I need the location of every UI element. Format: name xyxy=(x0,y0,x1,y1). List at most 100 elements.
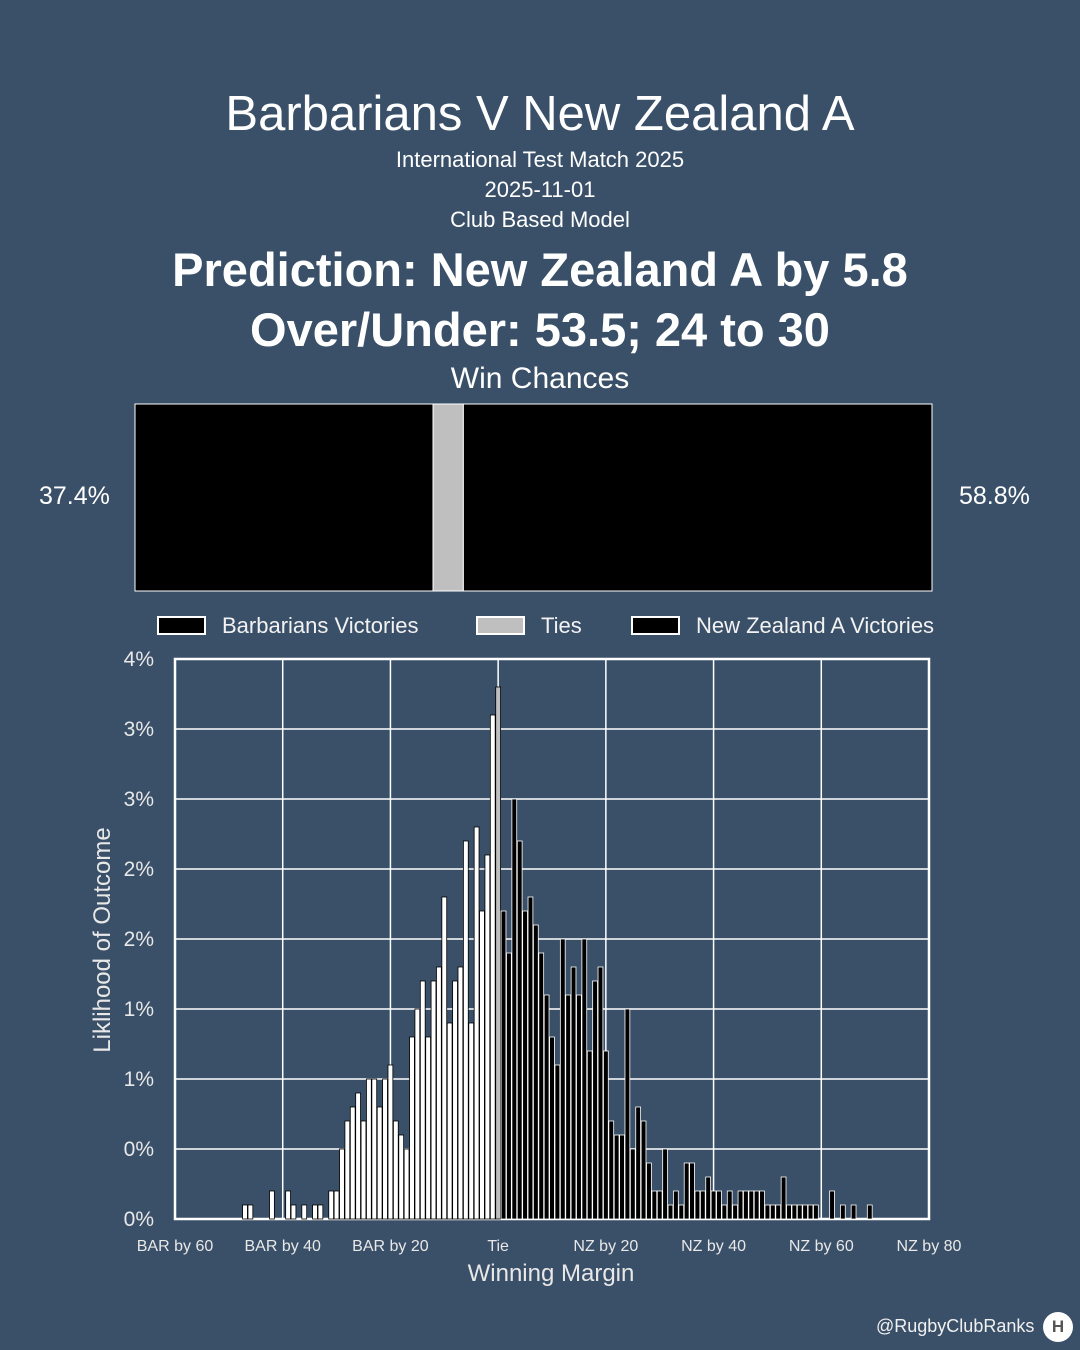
histogram-bar-home xyxy=(366,1078,372,1220)
histogram-bar-away xyxy=(710,1190,717,1220)
y-tick-label: 1% xyxy=(124,998,154,1021)
histogram-bar-away xyxy=(683,1162,690,1220)
histogram-bar-home xyxy=(382,1078,388,1220)
y-tick-label: 2% xyxy=(124,928,154,951)
histogram-bar-away xyxy=(667,1204,674,1220)
histogram-bar-home xyxy=(344,1120,351,1220)
legend-swatch-tie xyxy=(476,616,525,635)
histogram-bar-home xyxy=(355,1092,361,1220)
histogram-bar-away xyxy=(500,910,507,1220)
histogram-bar-away xyxy=(516,840,523,1220)
histogram-bar-away xyxy=(748,1190,755,1220)
histogram-bar-away xyxy=(581,938,588,1220)
histogram-bar-home xyxy=(457,966,464,1220)
histogram-bar-home xyxy=(376,1106,383,1220)
histogram-bar-away xyxy=(603,1050,609,1220)
histogram-bar-home xyxy=(419,980,426,1220)
y-tick-label: 0% xyxy=(124,1208,154,1231)
x-axis-ticks: BAR by 60 BAR by 40 BAR by 20 Tie NZ by 20 NZ… xyxy=(137,1238,962,1255)
histogram-bar-away xyxy=(840,1204,846,1220)
histogram-bar-away xyxy=(646,1162,652,1220)
histogram-bar-away xyxy=(656,1190,663,1220)
histogram-bar-away xyxy=(796,1204,803,1220)
histogram-bar-home xyxy=(425,1036,431,1220)
y-tick-label: 2% xyxy=(124,858,154,881)
chart-title: Barbarians V New Zealand A xyxy=(225,87,855,141)
histogram-bar-away xyxy=(629,1148,636,1220)
x-tick-label: NZ by 60 xyxy=(789,1238,854,1255)
histogram-bar-away xyxy=(813,1204,819,1220)
match-date: 2025-11-01 xyxy=(484,177,596,202)
over-under-headline: Over/Under: 53.5; 24 to 30 xyxy=(250,303,830,356)
histogram-bar-home xyxy=(285,1190,291,1220)
histogram-bar-home xyxy=(242,1204,248,1220)
x-tick-label: Tie xyxy=(487,1238,509,1255)
histogram-bar-away xyxy=(619,1134,625,1220)
histogram-bar-away xyxy=(786,1204,792,1220)
histogram-bar-home xyxy=(414,1008,421,1220)
histogram-bar-away xyxy=(802,1204,808,1220)
histogram-bars xyxy=(242,686,873,1220)
histogram-bar-away xyxy=(549,1036,555,1220)
histogram-bar-away xyxy=(570,966,577,1220)
histogram-bar-away xyxy=(511,798,518,1220)
x-tick-label: NZ by 80 xyxy=(897,1238,962,1255)
histogram-bar-away xyxy=(694,1190,701,1220)
histogram-bar-away xyxy=(699,1190,706,1220)
histogram-bar-away xyxy=(640,1120,647,1220)
histogram-bar-away xyxy=(662,1148,668,1220)
histogram-bar-home xyxy=(484,854,491,1220)
x-tick-label: NZ by 40 xyxy=(681,1238,746,1255)
histogram-bar-away xyxy=(737,1190,744,1220)
histogram-bar-away xyxy=(651,1190,658,1220)
y-axis-label: Liklihood of Outcome xyxy=(89,827,116,1052)
x-tick-label: NZ by 20 xyxy=(573,1238,638,1255)
histogram-bar-away xyxy=(807,1204,814,1220)
legend-label-away: New Zealand A Victories xyxy=(696,613,934,638)
histogram-bar-home xyxy=(339,1148,345,1220)
histogram-bar-away xyxy=(829,1190,835,1220)
legend-swatch-home xyxy=(157,616,206,635)
histogram-bar-away xyxy=(538,952,545,1220)
y-axis-ticks: 0% 0% 1% 1% 2% 2% 3% 3% 4% xyxy=(124,648,154,1231)
histogram-bar-away xyxy=(732,1204,738,1220)
histogram-bar-away xyxy=(576,994,582,1220)
histogram-bar-home xyxy=(247,1204,254,1220)
histogram-bar-away xyxy=(780,1176,787,1220)
histogram-bar-away xyxy=(721,1204,728,1220)
y-tick-label: 0% xyxy=(124,1138,154,1161)
histogram-bar-home xyxy=(317,1204,324,1220)
home-win-percent: 37.4% xyxy=(39,482,110,510)
histogram-plot: 0%0%1%1%2%2%3%3%4% BAR by 60 BAR by 40 BAR… xyxy=(124,648,962,1255)
histogram-bar-away xyxy=(543,994,550,1220)
legend: Barbarians Victories Ties New Zealand A … xyxy=(157,613,934,638)
histogram-bar-away xyxy=(673,1190,679,1220)
histogram-bar-away xyxy=(775,1204,782,1220)
histogram-bar-away xyxy=(764,1204,771,1220)
histogram-bar-away xyxy=(533,924,539,1220)
credit-handle: @RugbyClubRanks xyxy=(876,1316,1035,1336)
legend-label-tie: Ties xyxy=(541,613,582,638)
model-name: Club Based Model xyxy=(450,207,630,232)
histogram-bar-away xyxy=(559,938,566,1220)
histogram-bar-away xyxy=(705,1176,712,1220)
histogram-bar-home xyxy=(463,840,469,1220)
x-tick-label: BAR by 20 xyxy=(352,1238,429,1255)
brand-logo-icon: H xyxy=(1043,1312,1073,1342)
histogram-bar-away xyxy=(769,1204,776,1220)
histogram-bar-away xyxy=(866,1204,873,1220)
histogram-bar-home xyxy=(436,966,442,1220)
histogram-bar-away xyxy=(716,1190,722,1220)
histogram-bar-home xyxy=(473,826,480,1220)
histogram-bar-home xyxy=(446,1022,453,1220)
histogram-bar-home xyxy=(290,1204,297,1220)
histogram-bar-away xyxy=(506,952,512,1220)
histogram-bar-home xyxy=(452,980,458,1220)
histogram-bar-away xyxy=(592,980,598,1220)
histogram-bar-home xyxy=(441,896,448,1220)
legend-swatch-away xyxy=(631,616,680,635)
histogram-bar-away xyxy=(554,1064,561,1220)
histogram-bar-away xyxy=(565,994,571,1220)
histogram-bar-home xyxy=(489,714,496,1220)
